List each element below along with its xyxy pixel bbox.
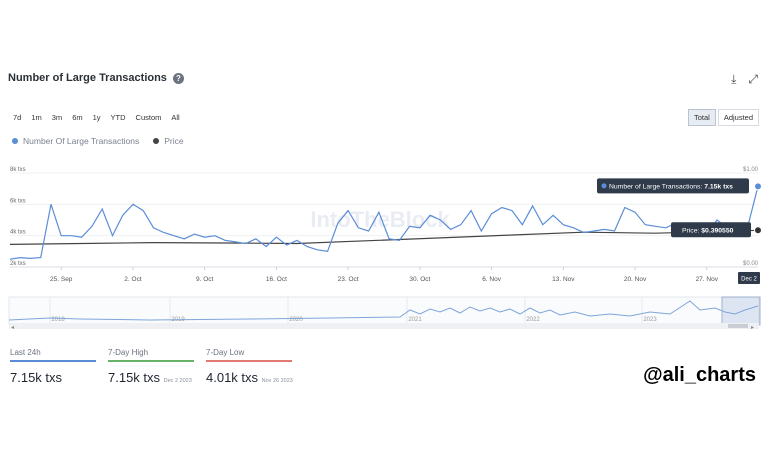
range-custom-button[interactable]: Custom [135,113,162,122]
chart-title-row: Number of Large Transactions ? [8,72,184,84]
series-line-transactions [9,186,759,260]
scroll-right-icon[interactable]: ▸ [751,325,754,331]
scroll-left-icon[interactable]: ◂ [11,325,14,331]
last-point-price [754,226,762,235]
navigator-year-label: 2022 [526,317,540,323]
stat-label: 7-Day Low [206,348,292,362]
x-tick-label: 16. Oct [266,276,287,283]
range-selector: 7d 1m 3m 6m 1y YTD Custom All [10,111,183,124]
navigator-year-label: 2020 [289,317,303,323]
navigator-series-line [8,300,759,321]
tooltip-value: 7.15k txs [704,183,733,190]
tooltip-price-box [671,222,751,238]
navigator-year-label: 2021 [408,317,422,323]
stat-value-row: 7.15k txs Dec 2 2023 [108,370,194,385]
range-7d-button[interactable]: 7d [13,113,22,122]
stat-value-row: 7.15k txs [10,370,96,385]
y-left-ticks: 2k txs 4k txs 6k txs 8k txs [10,167,26,267]
x-tick-label: 13. Nov [552,276,575,283]
navigator-scroll-thumb[interactable] [728,324,748,328]
x-tick-label: 27. Nov [696,276,719,283]
stat-value-row: 4.01k txs Nov 26 2023 [206,370,293,385]
y-left-tick-label: 8k txs [10,167,26,173]
range-3m-button[interactable]: 3m [51,113,63,122]
legend-dot-transactions [12,138,18,144]
stat-value: 7.15k txs [108,370,161,385]
tooltips: Number of Large Transactions: 7.15k txs P… [597,178,751,238]
stat-date: Dec 2 2023 [163,378,192,384]
legend-label-price: Price [164,136,184,146]
stat-last-24h: Last 24h 7.15k txs [10,348,96,385]
tooltip-label: Price: [682,227,701,234]
x-axis-ticks: 25. Sep 2. Oct 9. Oct 16. Oct 23. Oct 30. Oct… [10,266,760,284]
x-tick-label: 23. Oct [338,276,359,283]
stats-row: Last 24h 7.15k txs 7-Day High 7.15k txs … [10,348,293,385]
tooltip-price-text: Price: $0.390550 [682,227,734,234]
download-icon[interactable]: ⤓ [731,72,737,86]
chart-watermark: IntoTheBlock [310,207,450,232]
navigator-frame [8,296,760,326]
series-lines [9,182,762,260]
tooltip-transactions-box [597,178,749,194]
adjusted-button[interactable]: Adjusted [717,109,759,126]
stat-value: 7.15k txs [10,370,63,385]
legend-dot-price [153,138,160,144]
chart-title: Number of Large Transactions [8,72,167,84]
navigator[interactable]: 2018 2019 2020 2021 2022 2023 ◂ ▸ [0,296,768,332]
stat-label: 7-Day High [108,348,194,362]
mode-selector: Total Adjusted [687,109,759,126]
total-button[interactable]: Total [687,109,716,126]
last-point-transactions [754,182,762,191]
stat-7day-high: 7-Day High 7.15k txs Dec 2 2023 [108,348,194,385]
x-end-label-box [738,272,760,284]
stat-value: 4.01k txs [206,370,259,385]
range-6m-button[interactable]: 6m [72,113,83,122]
y-left-tick-label: 2k txs [10,261,26,267]
chart-tools: ⤓ ⤢ [731,72,758,87]
y-left-tick-label: 6k txs [10,198,26,204]
legend-item-price[interactable]: Price [153,136,184,146]
y-left-tick-label: 4k txs [10,230,26,236]
main-chart: IntoTheBlock 2k txs 4k txs 6k txs 8k txs $0… [9,167,762,284]
stat-7day-low: 7-Day Low 4.01k txs Nov 26 2023 [206,348,293,385]
range-1y-button[interactable]: 1y [92,113,101,122]
legend-item-transactions[interactable]: Number Of Large Transactions [12,136,139,146]
navigator-year-label: 2023 [643,317,657,323]
navigator-selection[interactable] [721,296,761,326]
range-ytd-button[interactable]: YTD [110,113,126,122]
expand-icon[interactable]: ⤢ [748,72,758,86]
author-handle: @ali_charts [643,364,756,386]
series-line-price [9,229,759,245]
help-icon[interactable]: ? [172,72,184,84]
x-tick-label: 30. Oct [409,276,430,283]
tooltip-transactions-text: Number of Large Transactions: 7.15k txs [609,183,733,190]
x-tick-label: 20. Nov [624,276,647,283]
x-tick-label: 6. Nov [482,276,502,283]
x-end-label: Dec 2 [741,277,757,283]
navigator-year-label: 2018 [51,317,65,323]
legend-label-transactions: Number Of Large Transactions [23,136,140,146]
navigator-scrollbar[interactable] [9,323,759,329]
x-tick-label: 2. Oct [124,276,142,283]
y-right-ticks: $0.00 $1.00 [743,167,759,267]
tooltip-transactions-dot [601,183,607,189]
y-right-tick-label: $0.00 [743,261,759,267]
range-all-button[interactable]: All [171,113,180,122]
chart-legend: Number Of Large Transactions Price [12,136,184,146]
stat-date: Nov 26 2023 [261,378,293,384]
range-1m-button[interactable]: 1m [31,113,42,122]
y-right-tick-label: $1.00 [743,167,759,173]
stat-label: Last 24h [10,348,96,362]
x-tick-label: 25. Sep [50,276,73,283]
x-tick-label: 9. Oct [196,276,214,283]
tooltip-label: Number of Large Transactions: [609,183,704,190]
tooltip-value: $0.390550 [701,227,733,234]
